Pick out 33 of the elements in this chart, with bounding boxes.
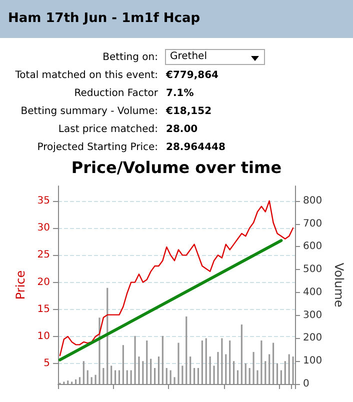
text: 7.1% — [166, 87, 194, 101]
text: Betting on: — [102, 51, 158, 65]
text: 28.964448 — [166, 141, 226, 155]
chart-title: Price/Volume over time — [70, 158, 283, 178]
y-tick-label: 20 — [37, 276, 50, 288]
y2-tick-label: 800 — [303, 195, 322, 206]
y2-tick-label: 400 — [303, 286, 322, 298]
y-tick-label: 25 — [37, 250, 50, 261]
text: 28.00 — [166, 123, 198, 137]
y-tick-label: 10 — [37, 331, 50, 342]
text: Total matched on this event: — [15, 69, 158, 83]
text: €18,152 — [166, 105, 212, 119]
text: Last price matched: — [58, 123, 158, 137]
y2-tick-label: 300 — [303, 310, 322, 321]
y2-tick-label: 200 — [303, 332, 322, 344]
text: Ham 17th Jun - 1m1f Hcap — [0, 0, 353, 38]
y-tick-label: 15 — [37, 304, 50, 315]
y-tick-label: 35 — [37, 195, 50, 206]
text: Betting summary - Volume: — [20, 105, 158, 119]
y2-tick-label: 100 — [303, 356, 322, 367]
text: Reduction Factor — [74, 87, 158, 101]
y2-tick-label: 600 — [303, 241, 322, 252]
y-tick-label: 30 — [37, 222, 50, 234]
text: Projected Starting Price: — [37, 141, 158, 155]
y-axis-title: Price — [13, 270, 28, 300]
y2-tick-label: 500 — [303, 264, 322, 276]
y-tick-label: 5 — [44, 358, 50, 370]
y2-axis-title: Volume — [332, 262, 346, 308]
y2-tick-label: 0 — [303, 378, 310, 390]
text: €779,864 — [166, 69, 219, 83]
line-series — [59, 200, 294, 356]
dropdown-field: Grethel — [165, 49, 265, 65]
y2-tick-label: 700 — [303, 218, 322, 230]
